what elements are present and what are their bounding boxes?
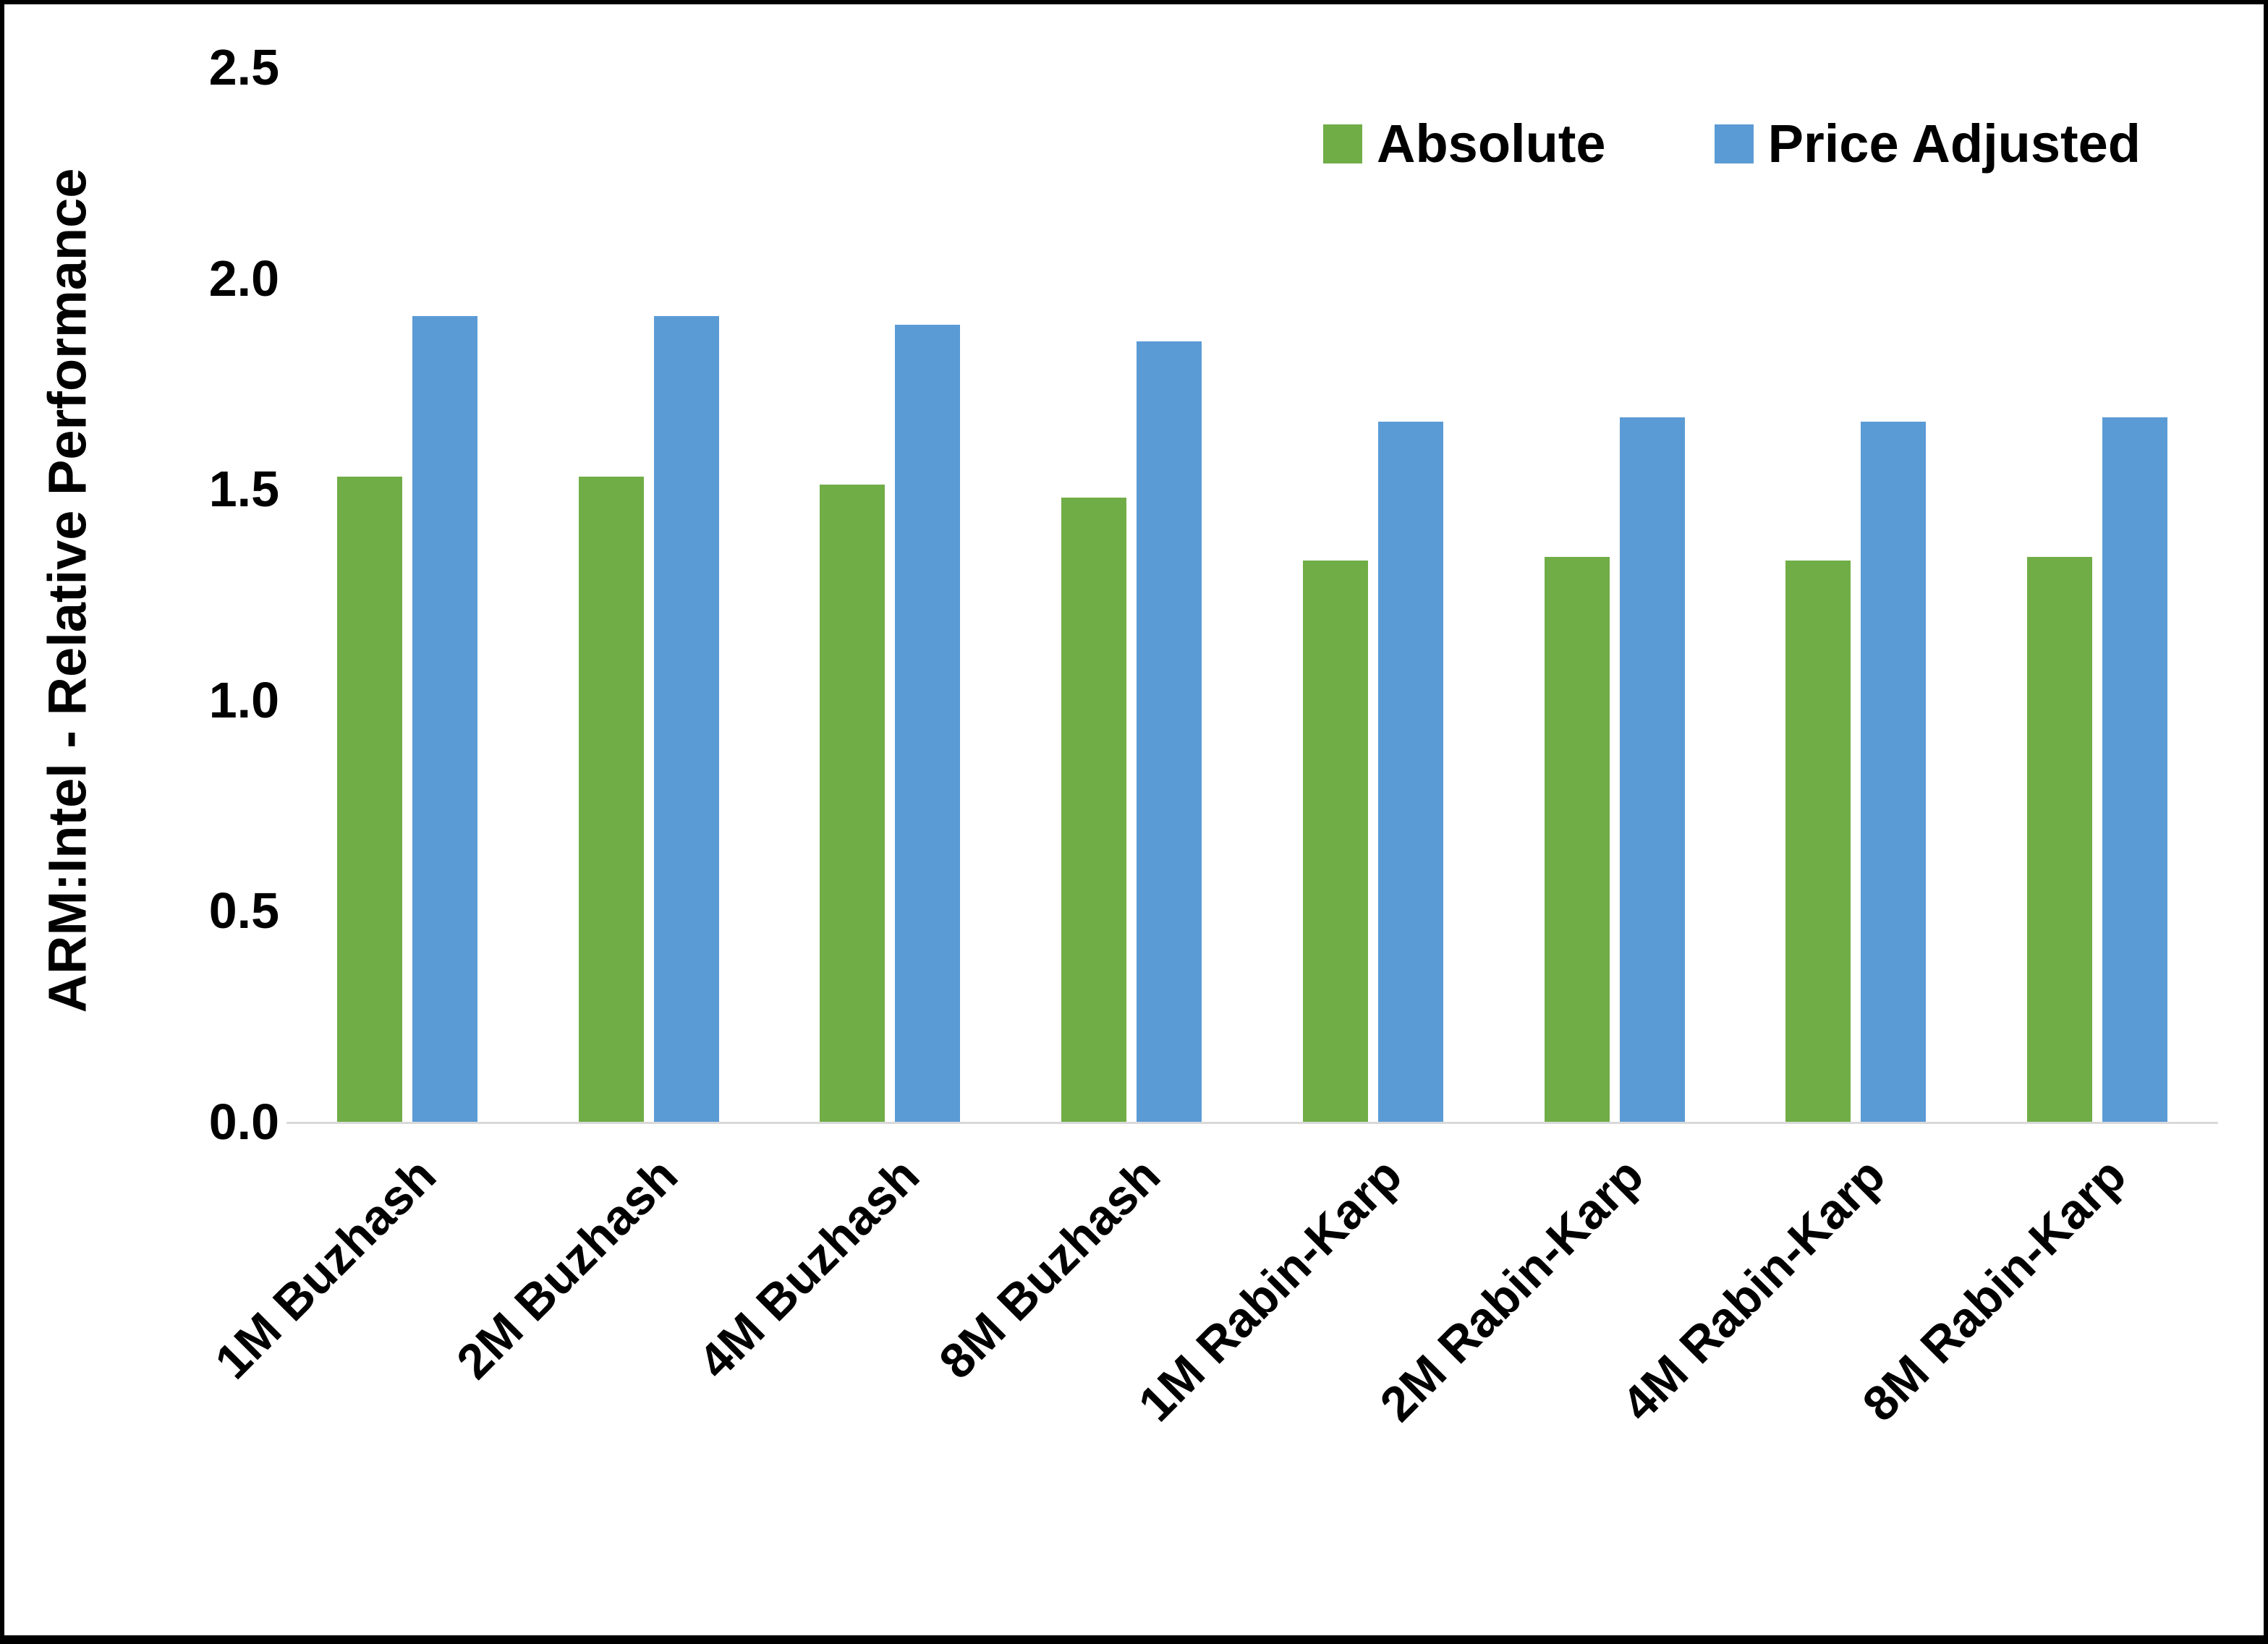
bar-absolute: [1544, 556, 1610, 1122]
y-tick-label: 1.5: [208, 461, 279, 518]
legend: Absolute Price Adjusted: [1323, 113, 2141, 174]
y-tick-label: 0.0: [208, 1094, 279, 1150]
x-axis-line: [286, 1122, 2218, 1124]
x-axis-label: 8M Rabin-Karp: [1504, 1147, 2137, 1432]
y-tick-label: 2.0: [208, 250, 279, 307]
bar-absolute: [820, 485, 885, 1122]
legend-label: Absolute: [1377, 114, 1606, 174]
bar-price-adjusted: [1377, 421, 1443, 1122]
bar-absolute: [1061, 497, 1127, 1122]
legend-label: Price Adjusted: [1767, 114, 2141, 174]
y-tick-label: 0.5: [208, 882, 279, 940]
legend-swatch-icon: [1714, 124, 1754, 163]
bar-price-adjusted: [412, 316, 477, 1122]
x-axis-label-text: 8M Rabin-Karp: [1852, 1147, 2137, 1432]
bar-absolute: [1785, 561, 1851, 1122]
y-axis-title: ARM:Intel - Relative Performance: [37, 168, 98, 1013]
bar-absolute: [336, 476, 402, 1122]
bar-chart: ARM:Intel - Relative Performance Absolut…: [4, 4, 2264, 1635]
bar-price-adjusted: [1619, 417, 1685, 1122]
legend-item-price-adjusted: Price Adjusted: [1714, 113, 2141, 174]
legend-item-absolute: Absolute: [1323, 113, 1606, 174]
legend-swatch-icon: [1323, 124, 1363, 163]
y-tick-label: 2.5: [208, 39, 279, 95]
bar-absolute: [2027, 556, 2093, 1122]
bar-price-adjusted: [1861, 421, 1927, 1122]
bar-absolute: [578, 476, 644, 1122]
bar-price-adjusted: [653, 316, 719, 1122]
bar-absolute: [1302, 561, 1368, 1122]
y-axis-title-wrap: ARM:Intel - Relative Performance: [13, 4, 122, 1176]
bar-price-adjusted: [1137, 341, 1202, 1122]
bar-price-adjusted: [895, 324, 961, 1122]
y-tick-label: 1.0: [208, 671, 279, 728]
bar-price-adjusted: [2102, 417, 2168, 1122]
